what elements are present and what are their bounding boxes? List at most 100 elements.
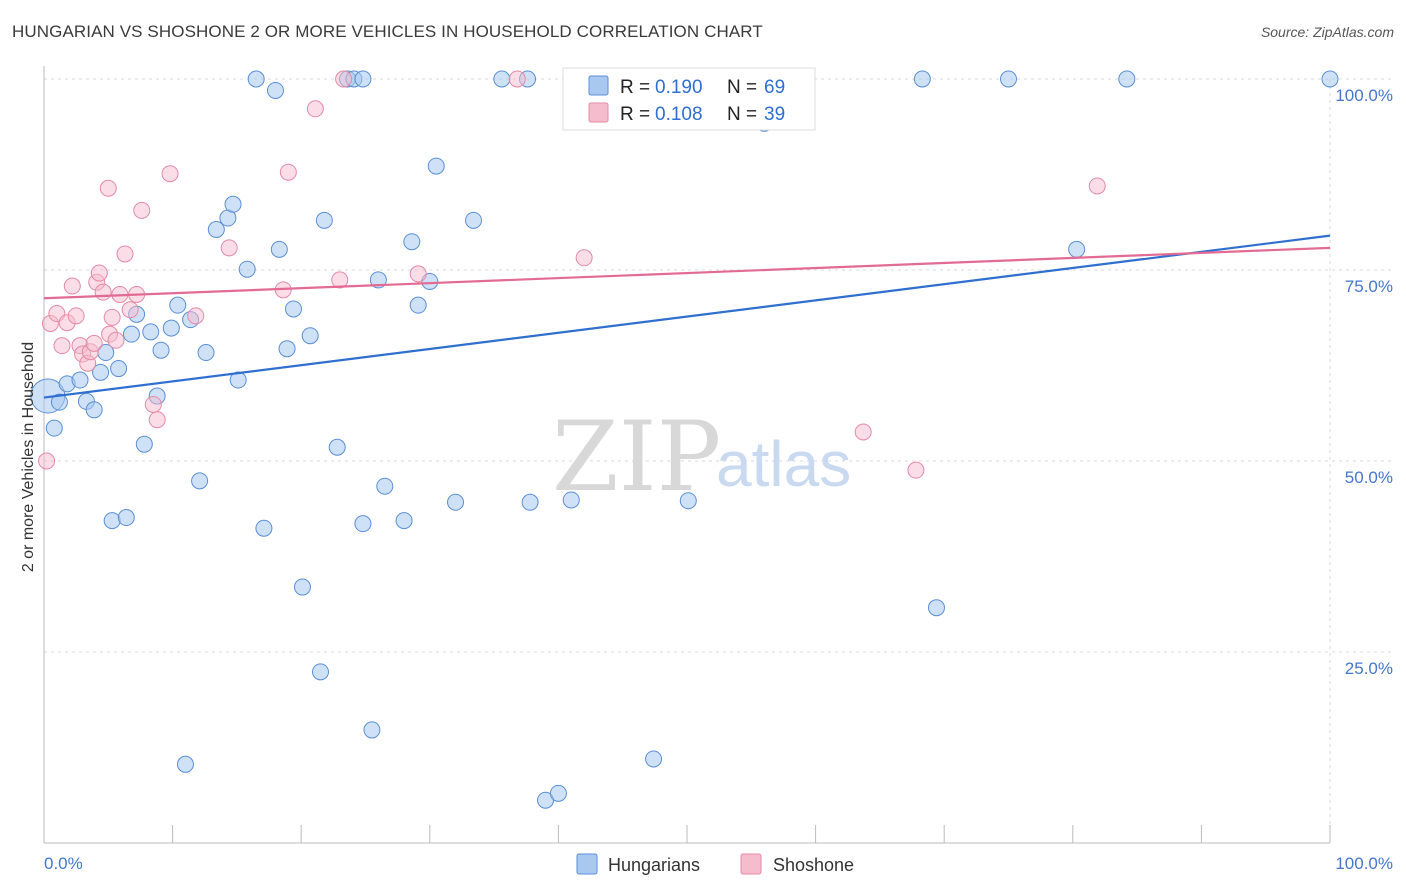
point-shoshone-13 (90, 264, 108, 282)
legend-r-value-hungarians: 0.190 (655, 77, 703, 98)
point-shoshone-36 (575, 249, 593, 267)
legend-box: R = 0.190 N = 69 R = 0.108 N = 39 (562, 67, 816, 131)
point-shoshone-0 (38, 452, 56, 470)
legend-r-value-shoshone: 0.108 (655, 104, 703, 125)
point-shoshone-28 (220, 239, 238, 257)
point-hungarians-31 (266, 81, 284, 99)
y-tick-label-3: 100.0% (1335, 86, 1393, 105)
point-hungarians-56 (521, 493, 539, 511)
point-hungarians-51 (427, 157, 445, 175)
point-shoshone-14 (94, 283, 112, 301)
point-shoshone-31 (306, 100, 324, 118)
legend-swatch-hungarians (588, 75, 609, 96)
legend-n-label: N = (727, 104, 757, 125)
point-hungarians-30 (255, 519, 273, 537)
point-hungarians-67 (1118, 70, 1136, 88)
point-hungarians-48 (403, 233, 421, 251)
point-hungarians-1 (45, 419, 63, 437)
legend-n-label: N = (727, 77, 757, 98)
point-hungarians-49 (409, 296, 427, 314)
point-hungarians-2 (50, 393, 68, 411)
point-hungarians-54 (493, 70, 511, 88)
point-hungarians-20 (176, 755, 194, 773)
bottom-legend: Hungarians Shoshone (576, 853, 854, 875)
point-shoshone-23 (133, 201, 151, 219)
point-hungarians-18 (162, 319, 180, 337)
y-tick-labels: 25.0% 50.0% 75.0% 100.0% (1335, 86, 1393, 678)
point-hungarians-64 (927, 599, 945, 617)
point-shoshone-38 (907, 461, 925, 479)
point-hungarians-60 (645, 750, 663, 768)
data-points (30, 70, 1339, 809)
point-hungarians-38 (315, 211, 333, 229)
point-hungarians-23 (197, 344, 215, 362)
source-label: Source: ZipAtlas.com (1260, 24, 1394, 40)
bottom-legend-label-shoshone: Shoshone (773, 855, 854, 875)
y-tick-label-1: 50.0% (1345, 468, 1393, 487)
point-hungarians-11 (117, 509, 135, 527)
point-hungarians-6 (85, 401, 103, 419)
point-hungarians-59 (562, 491, 580, 509)
point-hungarians-35 (293, 578, 311, 596)
y-axis-label: 2 or more Vehicles in Household (20, 342, 37, 572)
point-hungarians-28 (238, 260, 256, 278)
legend-swatch-shoshone (588, 102, 609, 123)
point-hungarians-47 (395, 512, 413, 530)
point-shoshone-34 (409, 265, 427, 283)
point-hungarians-19 (169, 296, 187, 314)
point-hungarians-12 (122, 325, 140, 343)
point-hungarians-7 (92, 363, 110, 381)
bottom-legend-swatch-shoshone (740, 853, 762, 875)
point-hungarians-37 (311, 663, 329, 681)
legend-n-value-shoshone: 39 (764, 104, 785, 125)
point-shoshone-32 (331, 271, 349, 289)
point-hungarians-63 (913, 70, 931, 88)
trend-line-shoshone (43, 246, 1331, 300)
point-shoshone-37 (854, 423, 872, 441)
bottom-legend-swatch-hungarians (576, 853, 598, 875)
y-tick-label-2: 75.0% (1345, 277, 1393, 296)
point-hungarians-61 (679, 492, 697, 510)
point-shoshone-39 (1088, 177, 1106, 195)
point-shoshone-25 (148, 411, 166, 429)
point-shoshone-17 (103, 308, 121, 326)
x-tick-label-left: 0.0% (44, 854, 83, 873)
point-shoshone-6 (67, 307, 85, 325)
point-shoshone-33 (335, 70, 353, 88)
point-shoshone-35 (508, 70, 526, 88)
point-shoshone-24 (144, 395, 162, 413)
point-hungarians-53 (465, 211, 483, 229)
point-hungarians-24 (207, 221, 225, 239)
point-hungarians-10 (110, 360, 128, 378)
point-hungarians-39 (328, 438, 346, 456)
point-hungarians-29 (247, 70, 265, 88)
point-hungarians-17 (152, 341, 170, 359)
point-hungarians-26 (224, 195, 242, 213)
bottom-legend-label-hungarians: Hungarians (608, 855, 700, 875)
point-shoshone-3 (53, 337, 71, 355)
point-hungarians-36 (301, 327, 319, 345)
legend-r-label: R = (620, 104, 650, 125)
legend-r-label: R = (620, 77, 650, 98)
point-shoshone-27 (187, 307, 205, 325)
watermark-atlas: atlas (716, 428, 851, 500)
point-hungarians-43 (354, 515, 372, 533)
point-hungarians-46 (376, 477, 394, 495)
point-hungarians-14 (135, 435, 153, 453)
point-hungarians-34 (284, 300, 302, 318)
watermark: ZIP atlas (552, 401, 851, 513)
point-hungarians-15 (142, 323, 160, 341)
trend-lines (43, 234, 1331, 399)
point-hungarians-65 (1000, 70, 1017, 88)
point-hungarians-27 (229, 371, 247, 389)
point-shoshone-18 (107, 331, 125, 349)
chart-title: HUNGARIAN VS SHOSHONE 2 OR MORE VEHICLES… (12, 22, 763, 41)
point-hungarians-32 (270, 240, 288, 258)
point-shoshone-11 (85, 334, 103, 352)
point-hungarians-9 (103, 512, 121, 530)
point-hungarians-68 (1321, 70, 1339, 88)
point-shoshone-5 (63, 277, 81, 295)
point-shoshone-20 (116, 245, 134, 263)
point-shoshone-16 (99, 179, 117, 197)
